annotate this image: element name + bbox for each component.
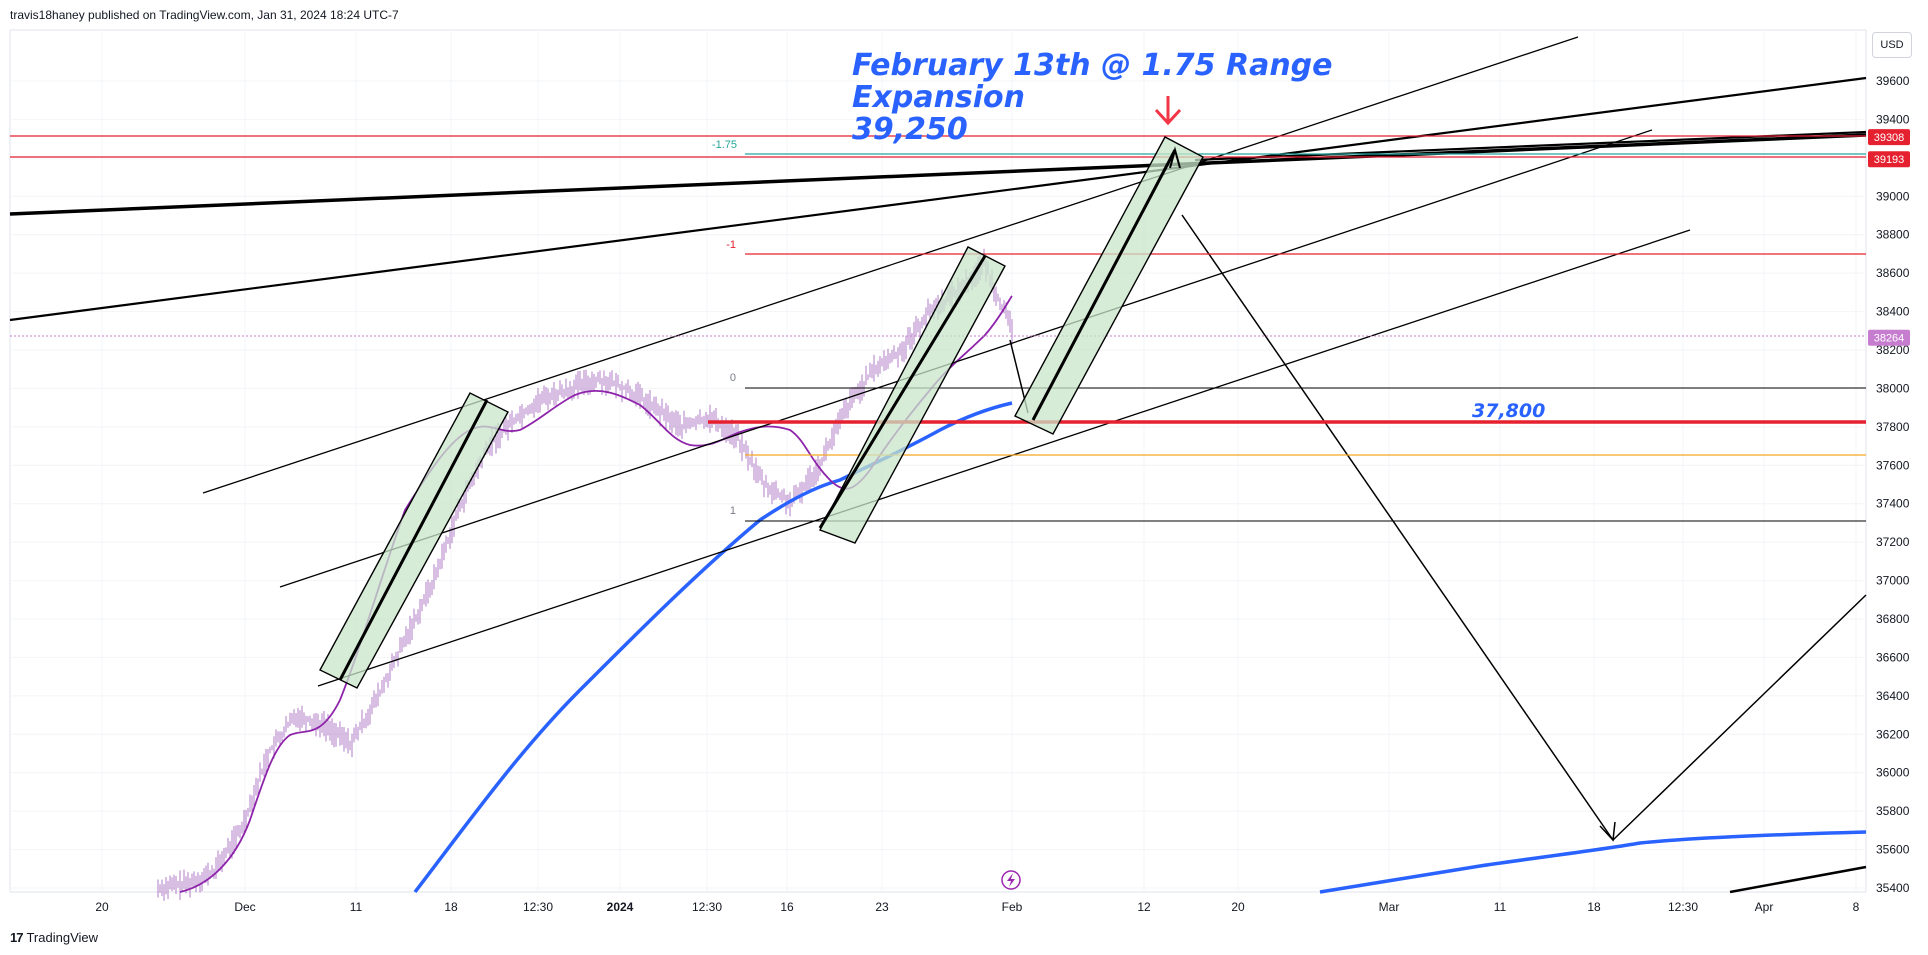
channel-lower bbox=[317, 229, 1691, 687]
fib-label-1: 1 bbox=[730, 505, 736, 517]
y-tick-label: 36400 bbox=[1876, 689, 1910, 703]
range-arrow-1 bbox=[338, 399, 489, 681]
x-tick-label: 18 bbox=[444, 900, 458, 914]
y-tick-label: 37000 bbox=[1876, 574, 1910, 588]
y-tick-label: 35800 bbox=[1876, 804, 1910, 818]
y-tick-label: 36000 bbox=[1876, 766, 1910, 780]
y-tick-label: 39000 bbox=[1876, 189, 1910, 203]
y-tick-label: 37600 bbox=[1876, 458, 1910, 472]
x-tick-label: 12:30 bbox=[523, 900, 553, 914]
trendline-bottom-right bbox=[1729, 865, 1867, 894]
y-tick-label: 36200 bbox=[1876, 727, 1910, 741]
tv-logo-text: TradingView bbox=[26, 930, 99, 945]
long-trendline bbox=[9, 76, 1867, 322]
projection-path bbox=[1181, 214, 1867, 842]
y-tick-label: 37800 bbox=[1876, 420, 1910, 434]
price-label-text: 39308 bbox=[1874, 132, 1905, 144]
y-tick-label: 36600 bbox=[1876, 650, 1910, 664]
long-trendline-heavy bbox=[9, 133, 1867, 216]
y-tick-label: 39400 bbox=[1876, 112, 1910, 126]
price-axis: 3960039400392003900038800386003840038200… bbox=[10, 74, 1910, 895]
time-axis: 20 Dec 11 18 12:30 2024 12:30 16 23 Feb 12 20 Mar 11 1… bbox=[95, 30, 1860, 914]
x-tick-label: 20 bbox=[1231, 900, 1245, 914]
price-labels: 39308 39193 38264 bbox=[1868, 129, 1910, 346]
y-tick-label: 38400 bbox=[1876, 305, 1910, 319]
x-tick-label: 16 bbox=[780, 900, 794, 914]
price-label-box bbox=[1868, 129, 1910, 146]
y-tick-label: 37200 bbox=[1876, 535, 1910, 549]
red-down-arrow-icon bbox=[1154, 108, 1182, 126]
range-arrow-3-head bbox=[1169, 146, 1181, 169]
channel-middle bbox=[279, 129, 1653, 588]
annotation-headline: February 13th @ 1.75 Range bbox=[852, 48, 1333, 83]
y-tick-label: 35400 bbox=[1876, 881, 1910, 895]
fib-label-0: 0 bbox=[730, 372, 736, 384]
range-arrow-2 bbox=[818, 255, 987, 529]
fib-label-neg-1-75: -1.75 bbox=[712, 139, 737, 151]
x-tick-label: 8 bbox=[1853, 900, 1860, 914]
lightning-icon bbox=[1007, 873, 1015, 887]
y-tick-label: 36800 bbox=[1876, 612, 1910, 626]
x-tick-label: 12:30 bbox=[1668, 900, 1698, 914]
y-tick-label: 38000 bbox=[1876, 381, 1910, 395]
candles bbox=[157, 248, 1013, 901]
x-tick-label: 11 bbox=[1494, 900, 1507, 914]
y-tick-label: 38800 bbox=[1876, 228, 1910, 242]
tradingview-logo[interactable]: 17 TradingView bbox=[10, 930, 98, 945]
y-tick-label: 38600 bbox=[1876, 266, 1910, 280]
price-label-text: 38264 bbox=[1874, 333, 1905, 345]
x-tick-label: Dec bbox=[234, 900, 255, 914]
price-label-box bbox=[1868, 151, 1910, 168]
x-tick-label: 11 bbox=[350, 900, 363, 914]
y-tick-label: 37400 bbox=[1876, 497, 1910, 511]
x-tick-label: Feb bbox=[1002, 900, 1023, 914]
annotation-target: 39,250 bbox=[852, 112, 968, 147]
publisher-line: travis18haney published on TradingView.c… bbox=[10, 8, 399, 22]
y-tick-label: 35600 bbox=[1876, 843, 1910, 857]
range-arrow-3 bbox=[1031, 149, 1177, 421]
x-tick-label: 20 bbox=[95, 900, 109, 914]
x-tick-label: 12:30 bbox=[692, 900, 722, 914]
level-label-37800: 37,800 bbox=[1472, 400, 1545, 422]
y-tick-label: 38200 bbox=[1876, 343, 1910, 357]
annotation-expansion: Expansion bbox=[852, 80, 1025, 115]
projection-arrowhead bbox=[1599, 821, 1616, 842]
x-tick-label: 18 bbox=[1587, 900, 1601, 914]
channel-upper bbox=[202, 36, 1579, 494]
price-label-box bbox=[1868, 329, 1910, 346]
trendline-upper-short bbox=[1194, 130, 1867, 162]
slow-moving-average-1 bbox=[413, 401, 1013, 894]
range-box-2 bbox=[819, 246, 1006, 544]
slow-moving-average-2 bbox=[1319, 830, 1867, 894]
price-label-text: 39193 bbox=[1874, 154, 1905, 166]
x-tick-label: 2024 bbox=[607, 900, 634, 914]
y-tick-label: 39600 bbox=[1876, 74, 1910, 88]
x-tick-label: Apr bbox=[1755, 900, 1774, 914]
x-tick-label: 12 bbox=[1137, 900, 1151, 914]
x-tick-label: Mar bbox=[1379, 900, 1400, 914]
range-box-3 bbox=[1014, 136, 1204, 435]
tv-logo-icon: 17 bbox=[10, 930, 24, 945]
x-tick-label: 23 bbox=[875, 900, 889, 914]
currency-button[interactable]: USD bbox=[1872, 32, 1912, 58]
fib-label-neg-1: -1 bbox=[726, 239, 736, 251]
